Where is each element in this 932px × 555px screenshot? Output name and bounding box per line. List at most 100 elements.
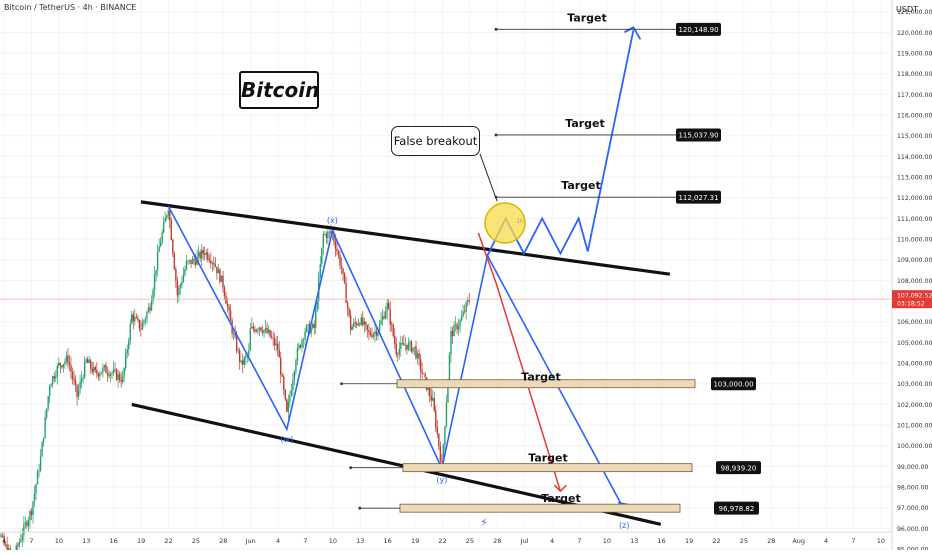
candle-bullish bbox=[400, 343, 401, 349]
candle-bullish bbox=[145, 319, 146, 321]
candle-bullish bbox=[93, 367, 94, 372]
candle-bullish bbox=[81, 379, 82, 382]
candle-bearish bbox=[279, 350, 280, 358]
candle-bearish bbox=[411, 342, 412, 352]
candle-bearish bbox=[283, 377, 284, 390]
time-tick-label: 16 bbox=[110, 537, 118, 545]
candle-bullish bbox=[125, 353, 126, 368]
candle-bullish bbox=[84, 362, 85, 378]
candle-bullish bbox=[23, 524, 24, 535]
candle-bearish bbox=[73, 378, 74, 380]
candle-bearish bbox=[391, 324, 392, 325]
candle-bearish bbox=[362, 317, 363, 324]
candle-bearish bbox=[31, 511, 32, 515]
candle-bullish bbox=[41, 442, 42, 456]
wave-label: (w) bbox=[280, 435, 293, 444]
price-tick-label: 112,000.00 bbox=[897, 195, 932, 202]
candle-bullish bbox=[47, 396, 48, 408]
candle-bullish bbox=[353, 322, 354, 326]
candle-bullish bbox=[250, 328, 251, 350]
candle-bearish bbox=[431, 396, 432, 401]
candle-bullish bbox=[295, 361, 296, 372]
time-tick-label: 28 bbox=[219, 537, 227, 545]
time-tick-label: 10 bbox=[55, 537, 63, 545]
price-tick-label: 118,000.00 bbox=[897, 71, 932, 78]
candle-bearish bbox=[107, 373, 108, 375]
candle-bullish bbox=[212, 263, 213, 264]
candle-bullish bbox=[99, 374, 100, 376]
candle-bearish bbox=[456, 324, 457, 329]
target-label: Target bbox=[521, 371, 561, 384]
target-anchor-dot bbox=[358, 507, 361, 510]
candle-bullish bbox=[123, 368, 124, 377]
candle-bearish bbox=[137, 318, 138, 320]
candle-bullish bbox=[148, 307, 149, 312]
price-tick-label: 111,000.00 bbox=[897, 216, 932, 223]
candle-bearish bbox=[253, 326, 254, 329]
candle-bullish bbox=[78, 390, 79, 397]
candle-bullish bbox=[206, 252, 207, 255]
candle-bullish bbox=[29, 511, 30, 520]
candle-bullish bbox=[146, 312, 147, 318]
price-tick-label: 97,000.00 bbox=[897, 505, 929, 512]
candle-bullish bbox=[143, 321, 144, 323]
candle-bullish bbox=[134, 317, 135, 321]
candle-bullish bbox=[168, 211, 169, 216]
candle-bearish bbox=[149, 307, 150, 310]
candle-bearish bbox=[204, 254, 205, 255]
price-axis[interactable]: 121,000.00120,000.00119,000.00118,000.00… bbox=[892, 0, 932, 550]
candle-bullish bbox=[329, 232, 330, 233]
candle-bearish bbox=[421, 370, 422, 373]
candle-bullish bbox=[306, 326, 307, 332]
candle-bullish bbox=[51, 384, 52, 386]
candle-bullish bbox=[361, 317, 362, 324]
candle-bearish bbox=[403, 343, 404, 345]
circle-marker-label: 1k bbox=[517, 219, 524, 225]
candle-bearish bbox=[136, 317, 137, 318]
candle-bullish bbox=[304, 331, 305, 339]
replay-marker-icon: ⚡ bbox=[480, 516, 488, 529]
candle-bearish bbox=[262, 331, 263, 333]
candle-bearish bbox=[286, 399, 287, 411]
candle-bullish bbox=[364, 322, 365, 325]
time-tick-label: 22 bbox=[164, 537, 172, 545]
candle-bearish bbox=[67, 356, 68, 363]
candle-bullish bbox=[20, 540, 21, 542]
candle-bearish bbox=[437, 427, 438, 434]
candle-bullish bbox=[157, 252, 158, 270]
candle-bearish bbox=[216, 267, 217, 274]
target-label: Target bbox=[528, 452, 568, 465]
candle-bearish bbox=[105, 365, 106, 373]
candle-bullish bbox=[385, 312, 386, 319]
candle-bearish bbox=[54, 376, 55, 378]
candle-bearish bbox=[227, 304, 228, 307]
candle-bearish bbox=[222, 276, 223, 288]
target-price-label: 120,148.90 bbox=[678, 26, 718, 34]
price-tick-label: 114,000.00 bbox=[897, 154, 932, 161]
candle-bullish bbox=[151, 301, 152, 311]
candle-bearish bbox=[119, 374, 120, 380]
candle-bearish bbox=[415, 347, 416, 359]
candle-bullish bbox=[374, 331, 375, 333]
price-tick-label: 109,000.00 bbox=[897, 257, 932, 264]
candle-bullish bbox=[122, 377, 123, 382]
candle-bullish bbox=[399, 349, 400, 355]
time-tick-label: 4 bbox=[2, 537, 6, 545]
candle-bullish bbox=[201, 250, 202, 258]
candle-bearish bbox=[434, 398, 435, 411]
price-tick-label: 116,000.00 bbox=[897, 113, 932, 120]
chart-title-label: Bitcoin bbox=[239, 71, 319, 109]
candle-bullish bbox=[461, 316, 462, 320]
candle-bearish bbox=[274, 338, 275, 345]
candle-bullish bbox=[131, 314, 132, 323]
candle-bullish bbox=[183, 275, 184, 282]
candle-bearish bbox=[236, 337, 237, 351]
candle-bearish bbox=[355, 322, 356, 323]
candle-bearish bbox=[406, 345, 407, 350]
candle-bearish bbox=[228, 307, 229, 311]
wave-label: (z) bbox=[619, 521, 629, 530]
price-tick-label: 120,000.00 bbox=[897, 30, 932, 37]
